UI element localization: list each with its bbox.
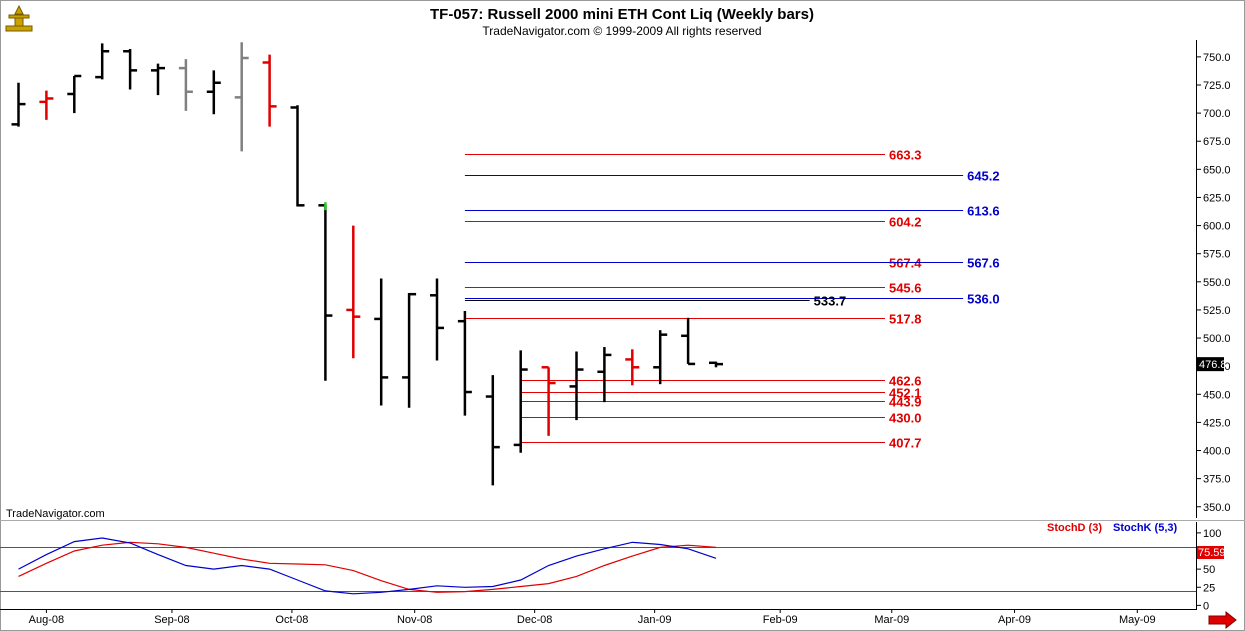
ohlc-bar — [39, 90, 54, 120]
watermark: TradeNavigator.com — [6, 508, 105, 520]
level-label: 517.8 — [889, 312, 922, 327]
ohlc-bar — [541, 366, 556, 436]
ohlc-bar — [513, 350, 528, 453]
ohlc-bar — [625, 349, 640, 386]
ohlc-bar — [262, 54, 277, 127]
stoch-d-legend: StochD (3) — [1047, 522, 1102, 534]
ohlc-bar — [402, 292, 417, 408]
ohlc-bar — [485, 375, 500, 486]
price-tick-label: 600.0 — [1203, 221, 1231, 233]
level-label: 443.9 — [889, 395, 922, 410]
ohlc-bar — [709, 361, 723, 368]
x-tick-label: May-09 — [1119, 614, 1156, 626]
stoch-tick-label: 100 — [1203, 528, 1221, 540]
x-tick-label: Feb-09 — [763, 614, 798, 626]
ohlc-bar — [430, 278, 444, 361]
ohlc-bar — [67, 74, 82, 114]
ohlc-bars — [11, 42, 723, 486]
ohlc-bar — [318, 204, 333, 381]
price-tick-label: 575.0 — [1203, 249, 1231, 261]
price-tick-label: 650.0 — [1203, 164, 1231, 176]
x-tick-label: Dec-08 — [517, 614, 552, 626]
x-axis: Aug-08 Sep-08 Oct-08 Nov-08 Dec-08 Jan-09 Feb-… — [29, 609, 1156, 626]
x-tick-label: Jan-09 — [638, 614, 672, 626]
level-label: 533.7 — [814, 294, 847, 309]
x-tick-label: Apr-09 — [998, 614, 1031, 626]
price-y-axis: 350.0375.0400.0425.0450.0475.0500.0525.0… — [1196, 52, 1231, 514]
ohlc-bar — [290, 105, 305, 207]
price-tick-label: 725.0 — [1203, 80, 1231, 92]
stoch-k-legend: StochK (5,3) — [1113, 522, 1178, 534]
ohlc-bar — [653, 330, 668, 385]
chart-subtitle: TradeNavigator.com © 1999-2009 All right… — [482, 24, 761, 38]
price-tick-label: 350.0 — [1203, 502, 1231, 514]
ohlc-bar — [597, 347, 612, 403]
x-tick-label: Aug-08 — [29, 614, 64, 626]
stoch-k-line — [18, 537, 717, 595]
price-tick-label: 400.0 — [1203, 446, 1231, 458]
stoch-reference-lines — [0, 547, 1196, 592]
ohlc-bar — [346, 225, 361, 359]
ohlc-bar — [374, 278, 389, 406]
level-label: 536.0 — [967, 292, 1000, 307]
price-tick-label: 700.0 — [1203, 108, 1231, 120]
ohlc-bar — [457, 311, 472, 416]
ohlc-bar — [234, 42, 249, 152]
x-tick-label: Nov-08 — [397, 614, 432, 626]
level-label: 462.6 — [889, 374, 922, 389]
ohlc-bar — [95, 43, 110, 80]
stoch-last-label: 75.59 — [1198, 547, 1226, 559]
level-label: 567.6 — [967, 256, 1000, 271]
level-label: 663.3 — [889, 148, 922, 163]
ohlc-bar — [151, 63, 165, 96]
price-tick-label: 500.0 — [1203, 333, 1231, 345]
ohlc-bar — [123, 48, 138, 90]
stoch-y-axis: 0255075100 — [1196, 528, 1221, 612]
price-tick-label: 750.0 — [1203, 52, 1231, 64]
level-label: 407.7 — [889, 436, 922, 451]
scroll-right-arrow-icon[interactable] — [1208, 610, 1237, 630]
stoch-tick-label: 0 — [1203, 600, 1209, 612]
ohlc-bar — [178, 59, 193, 111]
price-tick-label: 675.0 — [1203, 136, 1231, 148]
level-label: 545.6 — [889, 281, 922, 296]
x-tick-label: Sep-08 — [154, 614, 189, 626]
x-tick-label: Oct-08 — [275, 614, 308, 626]
stoch-last-badge: 75.59 — [1197, 546, 1226, 559]
price-tick-label: 550.0 — [1203, 277, 1231, 289]
price-tick-label: 425.0 — [1203, 417, 1231, 429]
last-price-badge: 476.8 — [1197, 357, 1227, 372]
level-label: 604.2 — [889, 215, 922, 230]
x-tick-label: Mar-09 — [874, 614, 909, 626]
level-label: 613.6 — [967, 204, 1000, 219]
ohlc-bar — [11, 82, 26, 127]
chart-title: TF-057: Russell 2000 mini ETH Cont Liq (… — [430, 6, 814, 23]
ohlc-bar — [569, 351, 584, 421]
ohlc-bar — [681, 317, 696, 366]
price-tick-label: 625.0 — [1203, 192, 1231, 204]
level-label: 645.2 — [967, 169, 1000, 184]
level-label: 430.0 — [889, 411, 922, 426]
stoch-tick-label: 25 — [1203, 582, 1215, 594]
stoch-d-line — [18, 541, 717, 593]
price-tick-label: 525.0 — [1203, 305, 1231, 317]
last-price-label: 476.8 — [1199, 359, 1227, 371]
stoch-tick-label: 50 — [1203, 564, 1215, 576]
level-label: 452.1 — [889, 386, 922, 401]
price-tick-label: 450.0 — [1203, 389, 1231, 401]
price-tick-label: 375.0 — [1203, 474, 1231, 486]
app-logo-icon — [3, 3, 36, 35]
ohlc-bar — [206, 70, 221, 115]
